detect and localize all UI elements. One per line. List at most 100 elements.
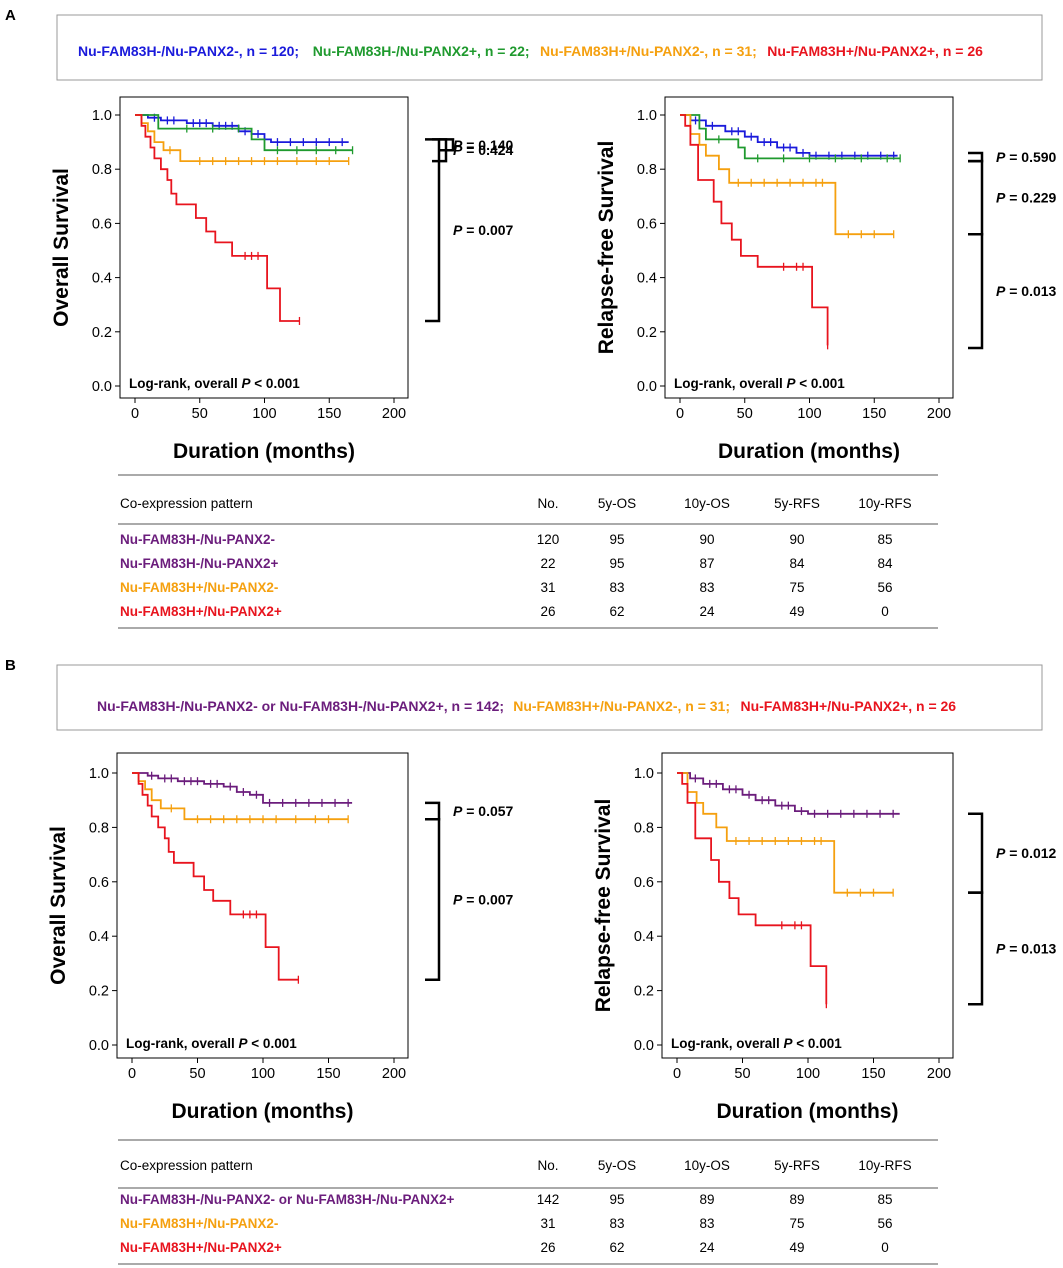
table-cell: 62 [609,1240,624,1255]
y-tick-label: 1.0 [634,766,654,782]
x-tick-label: 0 [676,406,684,422]
panel-a: A Nu-FAM83H-/Nu-PANX2-, n = 120; Nu-FAM83H… [5,7,1043,629]
y-tick-label: 0.0 [89,1038,109,1054]
table-cell: 95 [609,532,624,547]
table-cell: 142 [537,1192,560,1207]
table-row-pattern: Nu-FAM83H-/Nu-PANX2+ [120,556,279,571]
table-cell: 85 [877,1192,892,1207]
p-value-label: P = 0.007 [453,222,514,238]
y-axis-label: Relapse-free Survival [592,799,615,1013]
p-value-bracket [968,159,984,236]
x-tick-label: 0 [673,1066,681,1082]
y-tick-label: 0.4 [634,929,654,945]
plot-frame [661,752,954,1059]
p-value-bracket [425,817,441,981]
panel-label: A [5,7,16,24]
table-row-pattern: Nu-FAM83H-/Nu-PANX2- or Nu-FAM83H-/Nu-PA… [120,1192,455,1207]
survival-table: Co-expression pattern No. 5y-OS 10y-OS 5y-RF… [118,1139,938,1265]
x-tick-label: 150 [316,1066,340,1082]
panel-label: B [5,657,16,674]
y-tick-label: 0.4 [637,271,657,287]
legend-entry: Nu-FAM83H+/Nu-PANX2-, n = 31; [540,43,757,59]
y-tick-label: 0.8 [637,162,657,178]
y-tick-label: 0.6 [637,216,657,232]
y-tick-label: 0.2 [634,984,654,1000]
table-cell: 83 [699,580,714,595]
legend-entry: Nu-FAM83H+/Nu-PANX2+, n = 26 [767,43,983,59]
x-axis-label: Duration (months) [172,1100,354,1123]
logrank-annotation: Log-rank, overall P < 0.001 [129,376,300,391]
km-curve [132,772,353,804]
p-value-label: P = 0.229 [996,190,1057,206]
x-tick-label: 100 [797,406,821,422]
y-tick-label: 0.2 [92,325,112,341]
y-tick-label: 1.0 [637,108,657,124]
table-cell: 0 [881,604,889,619]
p-value-bracket [968,891,984,1006]
table-cell: 56 [877,580,892,595]
legend-entry: Nu-FAM83H+/Nu-PANX2+, n = 26 [740,698,956,714]
x-axis-label: Duration (months) [173,440,355,463]
table-cell: 90 [789,532,804,547]
table-header: 10y-RFS [858,496,911,511]
y-tick-label: 0.0 [634,1038,654,1054]
x-tick-label: 150 [861,1066,885,1082]
y-tick-label: 0.6 [634,875,654,891]
table-cell: 0 [881,1240,889,1255]
table-cell: 24 [699,604,715,619]
table-header: 10y-OS [684,496,730,511]
table-header: 5y-RFS [774,496,820,511]
table-cell: 87 [699,556,714,571]
y-tick-label: 1.0 [92,108,112,124]
table-cell: 120 [537,532,560,547]
x-axis-label: Duration (months) [718,440,900,463]
p-value-bracket [968,232,984,350]
table-row-pattern: Nu-FAM83H+/Nu-PANX2+ [120,1240,282,1255]
table-cell: 83 [609,1216,624,1231]
p-value-label: P = 0.424 [453,142,514,158]
y-tick-label: 0.8 [634,820,654,836]
km-plot-a-rfs: 0 50 100 150 200 0.0 0.2 0.4 0.6 0.8 1.0 Duration (… [595,96,1057,463]
km-curve [680,114,898,157]
x-tick-label: 100 [796,1066,820,1082]
km-plot-b-rfs: 0 50 100 150 200 0.0 0.2 0.4 0.6 0.8 1.0 Duration (… [592,752,1057,1123]
x-tick-label: 100 [251,1066,275,1082]
p-value-label: P = 0.013 [996,940,1057,956]
legend-entry: Nu-FAM83H-/Nu-PANX2- or Nu-FAM83H-/Nu-PA… [97,698,504,714]
table-header: Co-expression pattern [120,496,253,511]
logrank-annotation: Log-rank, overall P < 0.001 [674,376,845,391]
table-cell: 85 [877,532,892,547]
legend-box [56,664,1043,731]
y-tick-label: 0.6 [92,216,112,232]
x-tick-label: 50 [737,406,753,422]
table-cell: 49 [789,1240,804,1255]
km-curve [677,772,894,894]
x-tick-label: 0 [128,1066,136,1082]
x-tick-label: 50 [192,406,208,422]
table-cell: 56 [877,1216,892,1231]
table-cell: 75 [789,1216,804,1231]
table-cell: 90 [699,532,714,547]
table-row-pattern: Nu-FAM83H+/Nu-PANX2- [120,1216,278,1231]
table-cell: 95 [609,1192,624,1207]
survival-table: Co-expression pattern No. 5y-OS 10y-OS 5y-RF… [118,474,938,629]
table-cell: 83 [699,1216,714,1231]
x-tick-label: 0 [131,406,139,422]
y-axis-label: Overall Survival [47,826,70,985]
p-value-bracket [425,138,441,323]
y-tick-label: 1.0 [89,766,109,782]
table-header: Co-expression pattern [120,1158,253,1173]
plot-frame [664,96,954,399]
y-tick-label: 0.4 [89,929,109,945]
km-curve [132,772,299,981]
table-cell: 22 [540,556,555,571]
table-header: 10y-OS [684,1158,730,1173]
legend-entry: Nu-FAM83H-/Nu-PANX2+, n = 22; [313,43,530,59]
km-curve [680,114,829,346]
x-tick-label: 200 [382,1066,406,1082]
km-curve [677,772,828,1005]
table-cell: 24 [699,1240,715,1255]
y-tick-label: 0.8 [92,162,112,178]
table-cell: 31 [540,580,555,595]
